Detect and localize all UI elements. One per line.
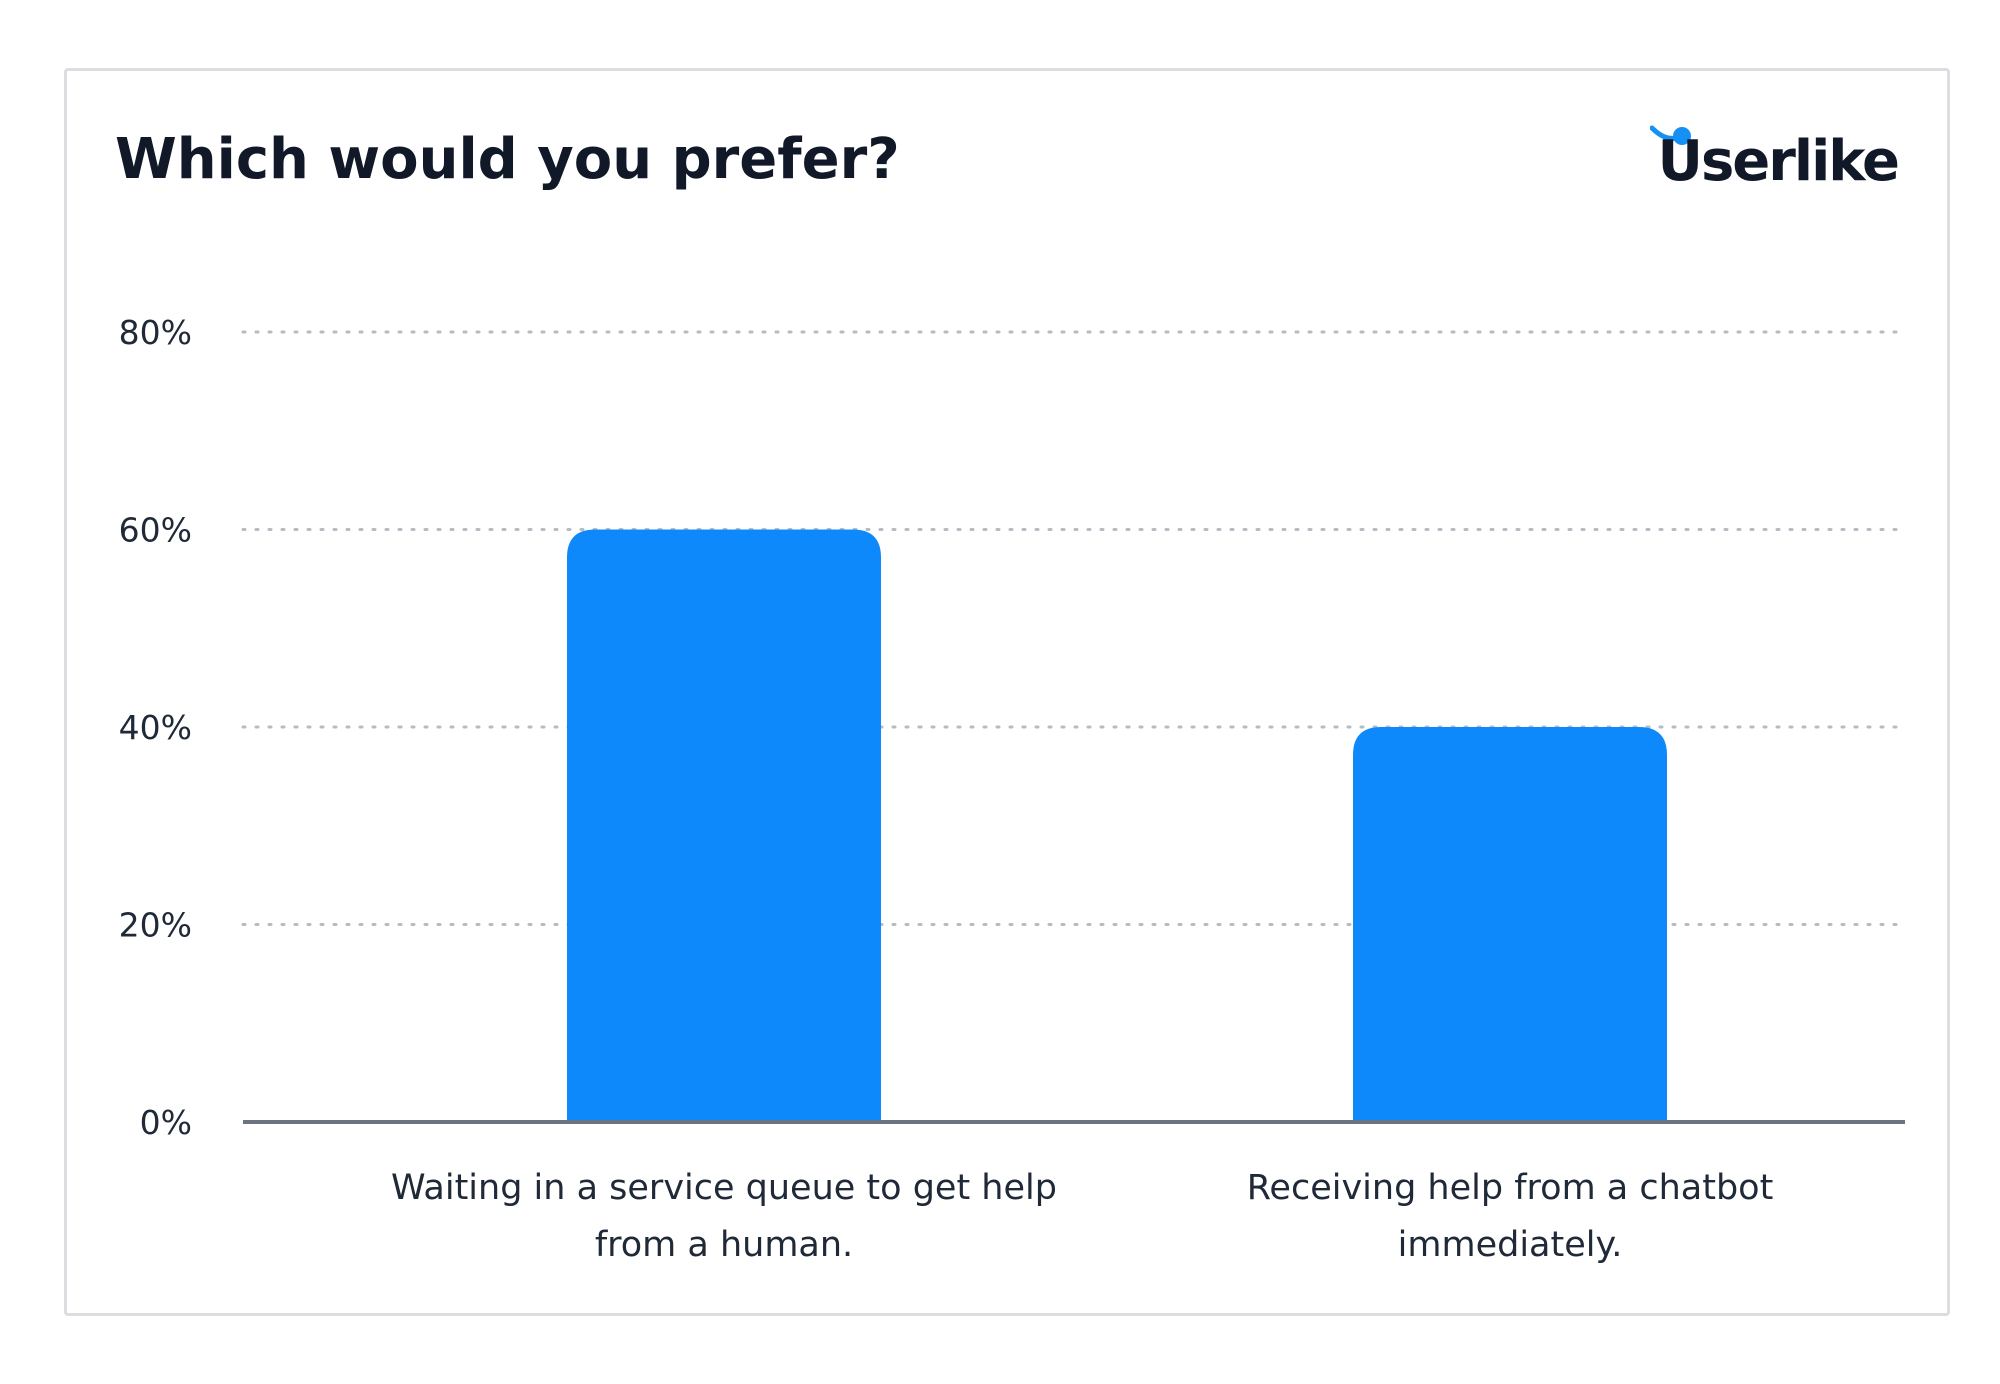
x-tick-label: Receiving help from a chatbot immediatel…	[1246, 1168, 1774, 1265]
y-tick-label: 20%	[119, 906, 192, 945]
brand-logo: Userlike	[1640, 116, 1910, 206]
y-tick-label: 80%	[119, 313, 192, 352]
x-tick-label: Waiting in a service queue to get help f…	[391, 1168, 1057, 1265]
y-tick-label: 60%	[119, 511, 192, 550]
bar-2	[1353, 727, 1667, 1122]
brand-wordmark: Userlike	[1657, 129, 1900, 194]
y-tick-label: 0%	[140, 1103, 192, 1142]
bar-1	[567, 529, 881, 1122]
speech-bubble-icon	[1650, 125, 1691, 145]
chart-title: Which would you prefer?	[115, 127, 900, 192]
y-tick-label: 40%	[119, 708, 192, 747]
